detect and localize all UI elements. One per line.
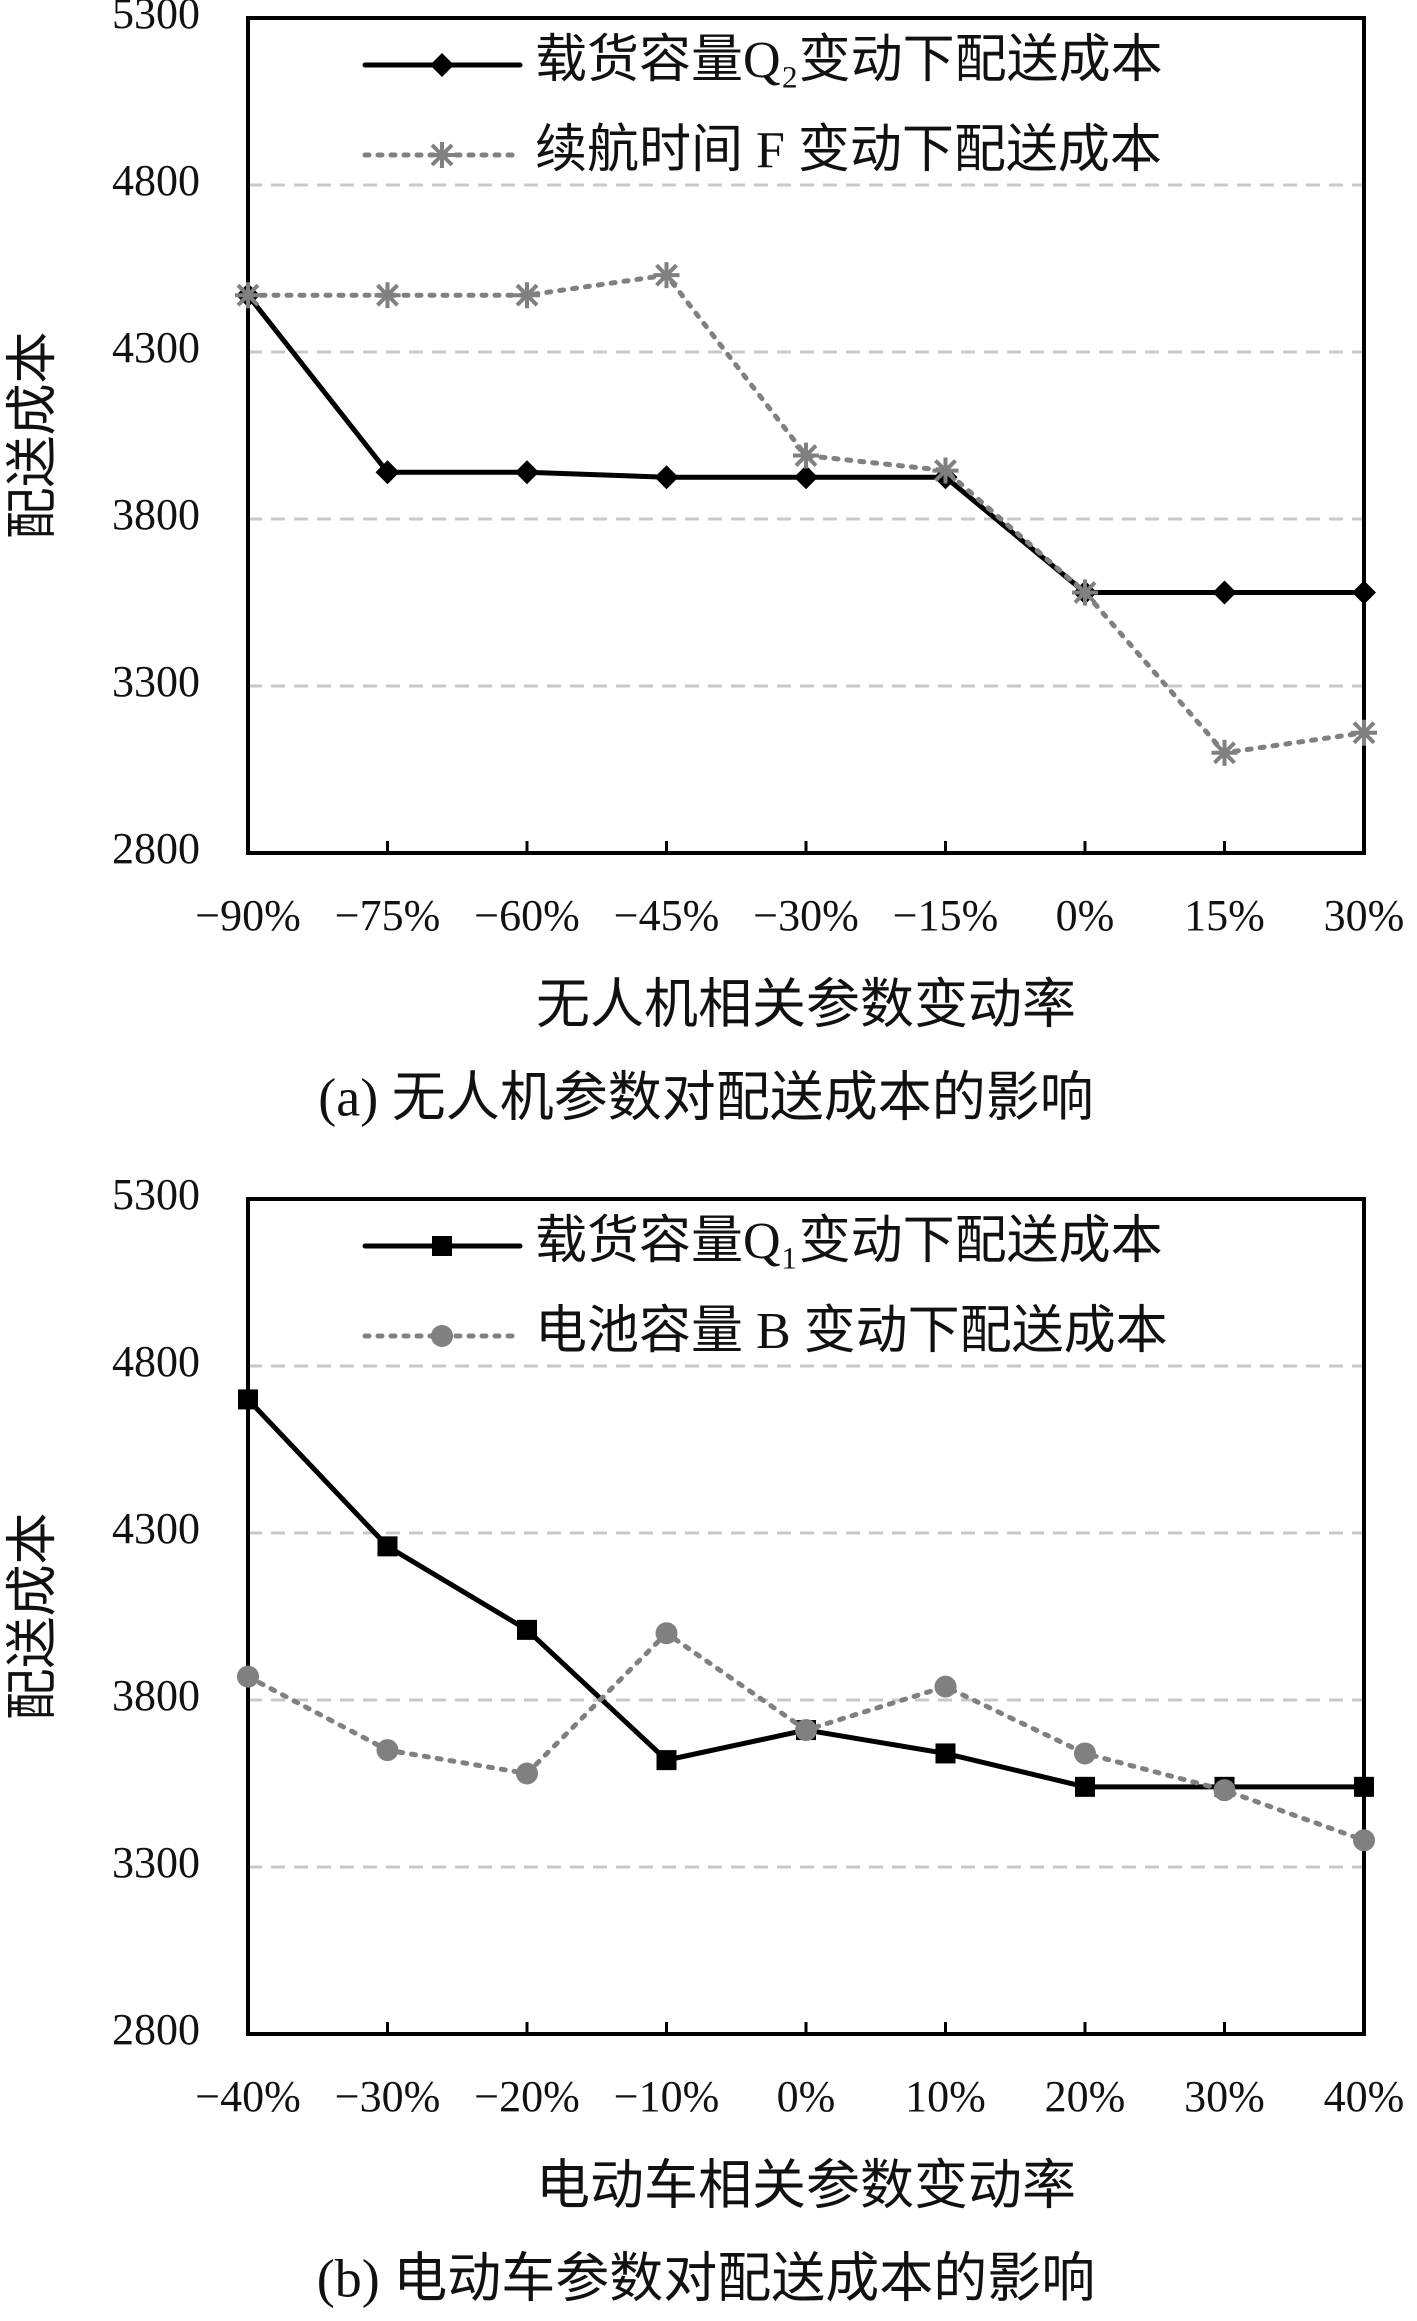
legend-marker (430, 53, 454, 77)
caption: (b) 电动车参数对配送成本的影响 (317, 2248, 1095, 2308)
y-tick-label: 2800 (112, 824, 200, 873)
x-tick-label: −40% (195, 2072, 300, 2121)
x-tick-label: 20% (1045, 2072, 1126, 2121)
marker (794, 465, 818, 490)
marker (374, 282, 401, 309)
marker (1213, 1779, 1236, 1802)
marker-stroke (794, 444, 818, 467)
marker (934, 1675, 957, 1698)
x-tick-label: −60% (474, 891, 579, 940)
y-axis-title: 配送成本 (5, 331, 62, 539)
marker (238, 1389, 258, 1410)
marker (516, 1762, 538, 1785)
y-tick-label: 4300 (112, 323, 200, 372)
x-tick-label: −45% (614, 891, 719, 940)
marker (932, 457, 959, 484)
x-tick-label: −75% (335, 891, 440, 940)
y-tick-label: 4300 (112, 1504, 200, 1553)
x-tick-label: 0% (1056, 891, 1115, 940)
marker (654, 465, 679, 490)
marker (795, 1719, 817, 1742)
legend-label: 续航时间 F 变动下配送成本 (535, 122, 1162, 179)
legend-marker (431, 1325, 453, 1347)
marker (1211, 739, 1238, 766)
x-tick-label: 40% (1324, 2072, 1405, 2121)
marker (655, 1622, 678, 1645)
legend-label: 电池容量 B 变动下配送成本 (535, 1303, 1168, 1360)
marker (1074, 1742, 1096, 1765)
x-tick-label: −15% (893, 891, 998, 940)
y-tick-label: 3300 (112, 1838, 200, 1887)
y-tick-label: 5300 (112, 0, 200, 38)
marker (1353, 1829, 1375, 1852)
marker (1212, 580, 1237, 605)
marker-stroke (655, 263, 678, 287)
marker (1075, 1776, 1095, 1797)
legend-marker (429, 142, 455, 168)
marker-stroke (1352, 721, 1376, 745)
y-tick-label: 3800 (112, 1671, 200, 1720)
marker (1354, 1776, 1374, 1797)
marker (375, 460, 400, 485)
marker (656, 1750, 677, 1771)
series-line (245, 272, 1367, 756)
marker-stroke (430, 143, 454, 167)
y-tick-label: 3800 (112, 490, 200, 539)
marker (377, 1536, 398, 1557)
marker (793, 442, 819, 469)
marker (653, 262, 680, 289)
marker-stroke (934, 459, 957, 482)
x-tick-label: 30% (1184, 2072, 1265, 2121)
marker-stroke (376, 283, 399, 307)
legend-marker (432, 1236, 452, 1256)
marker-stroke (236, 283, 260, 307)
legend-label: 载货容量Q₁变动下配送成本 (535, 1213, 1163, 1270)
y-tick-label: 2800 (112, 2005, 200, 2054)
marker (1351, 719, 1377, 746)
marker (376, 1739, 399, 1762)
x-tick-label: 10% (905, 2072, 986, 2121)
marker (935, 1743, 956, 1764)
marker (517, 1619, 537, 1640)
marker-stroke (1073, 581, 1097, 604)
caption: (a) 无人机参数对配送成本的影响 (318, 1067, 1093, 1127)
marker (514, 282, 540, 309)
marker-stroke (1213, 741, 1236, 765)
x-tick-label: 30% (1324, 891, 1405, 940)
y-tick-label: 5300 (112, 1170, 200, 1219)
y-tick-label: 4800 (112, 1337, 200, 1386)
x-tick-label: 0% (777, 2072, 836, 2121)
x-tick-label: −10% (614, 2072, 719, 2121)
x-tick-label: −20% (474, 2072, 579, 2121)
marker (1352, 580, 1376, 605)
y-tick-label: 3300 (112, 657, 200, 706)
marker (237, 1665, 259, 1688)
x-tick-label: −30% (335, 2072, 440, 2121)
x-tick-label: −90% (195, 891, 300, 940)
y-axis-title: 配送成本 (5, 1512, 62, 1720)
marker (235, 282, 261, 309)
y-tick-label: 4800 (112, 156, 200, 205)
marker (1072, 579, 1098, 606)
x-axis-title: 电动车相关参数变动率 (536, 2155, 1076, 2215)
x-tick-label: −30% (753, 891, 858, 940)
legend-label: 载货容量Q₂变动下配送成本 (535, 32, 1163, 89)
marker (515, 460, 539, 485)
x-tick-label: 15% (1184, 891, 1265, 940)
marker-stroke (515, 283, 539, 307)
x-axis-title: 无人机相关参数变动率 (536, 974, 1076, 1034)
